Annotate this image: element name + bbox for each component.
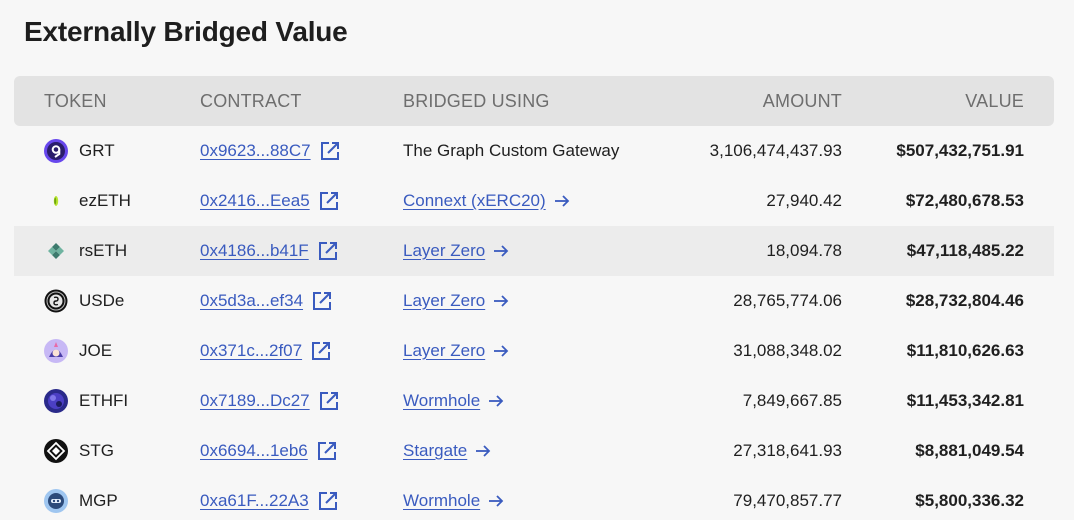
value-cell: $11,453,342.81 <box>906 391 1024 410</box>
arrow-right-icon <box>493 244 509 258</box>
column-value: VALUE <box>965 90 1024 111</box>
ezeth-icon <box>44 189 68 213</box>
bridge-name: The Graph Custom Gateway <box>403 141 620 160</box>
external-link-icon[interactable] <box>319 140 341 162</box>
amount-cell: 79,470,857.77 <box>733 491 842 510</box>
arrow-right-icon <box>554 194 570 208</box>
grt-icon <box>44 139 68 163</box>
token-symbol: rsETH <box>79 241 128 260</box>
amount-cell: 3,106,474,437.93 <box>709 141 842 160</box>
column-bridged-using: BRIDGED USING <box>403 90 550 111</box>
bridged-value-table: TOKEN CONTRACT BRIDGED USING AMOUNT VALU… <box>14 76 1054 520</box>
contract-link[interactable]: 0x4186...b41F <box>200 241 309 260</box>
column-amount: AMOUNT <box>762 90 842 111</box>
bridge-link[interactable]: Layer Zero <box>403 341 486 360</box>
usde-icon <box>44 289 68 313</box>
arrow-right-icon <box>493 344 509 358</box>
arrow-right-icon <box>475 444 491 458</box>
amount-cell: 27,940.42 <box>766 191 842 210</box>
amount-cell: 31,088,348.02 <box>733 341 842 360</box>
bridge-link[interactable]: Wormhole <box>403 491 481 510</box>
amount-cell: 27,318,641.93 <box>733 441 842 460</box>
ethfi-icon <box>44 389 68 413</box>
table-header: TOKEN CONTRACT BRIDGED USING AMOUNT VALU… <box>14 76 1054 126</box>
table-row: rsETH 0x4186...b41F Layer Zero 18,094.78… <box>14 226 1054 276</box>
arrow-right-icon <box>488 494 504 508</box>
table-row: ETHFI 0x7189...Dc27 Wormhole 7,849,667.8… <box>14 376 1054 426</box>
table-row: GRT 0x9623...88C7 The Graph Custom Gatew… <box>14 126 1054 176</box>
bridge-link[interactable]: Layer Zero <box>403 241 486 260</box>
token-symbol: ezETH <box>79 191 131 210</box>
arrow-right-icon <box>493 294 509 308</box>
contract-link[interactable]: 0x2416...Eea5 <box>200 191 310 210</box>
value-cell: $47,118,485.22 <box>906 241 1024 260</box>
column-contract: CONTRACT <box>200 90 302 111</box>
contract-link[interactable]: 0x5d3a...ef34 <box>200 291 304 310</box>
token-symbol: GRT <box>79 141 115 160</box>
contract-link[interactable]: 0xa61F...22A3 <box>200 491 309 510</box>
token-symbol: MGP <box>79 491 118 510</box>
external-link-icon[interactable] <box>311 290 333 312</box>
column-token: TOKEN <box>44 90 107 111</box>
external-link-icon[interactable] <box>317 490 339 512</box>
token-symbol: STG <box>79 441 114 460</box>
joe-icon <box>44 339 68 363</box>
bridge-link[interactable]: Connext (xERC20) <box>403 191 546 210</box>
external-link-icon[interactable] <box>318 390 340 412</box>
bridge-link[interactable]: Wormhole <box>403 391 481 410</box>
arrow-right-icon <box>488 394 504 408</box>
value-cell: $72,480,678.53 <box>905 191 1024 210</box>
table-row: ezETH 0x2416...Eea5 Connext (xERC20) 27,… <box>14 176 1054 226</box>
value-cell: $5,800,336.32 <box>915 491 1024 510</box>
token-symbol: USDe <box>79 291 125 310</box>
value-cell: $507,432,751.91 <box>896 141 1024 160</box>
contract-link[interactable]: 0x9623...88C7 <box>200 141 311 160</box>
table-row: USDe 0x5d3a...ef34 Layer Zero 28,765,774… <box>14 276 1054 326</box>
page-title: Externally Bridged Value <box>24 16 348 47</box>
amount-cell: 28,765,774.06 <box>733 291 842 310</box>
external-link-icon[interactable] <box>316 440 338 462</box>
contract-link[interactable]: 0x7189...Dc27 <box>200 391 310 410</box>
amount-cell: 18,094.78 <box>766 241 842 260</box>
value-cell: $11,810,626.63 <box>906 341 1024 360</box>
rseth-icon <box>44 239 68 263</box>
value-cell: $8,881,049.54 <box>915 441 1024 460</box>
amount-cell: 7,849,667.85 <box>742 391 842 410</box>
stg-icon <box>44 439 68 463</box>
token-symbol: ETHFI <box>79 391 129 410</box>
table-row: STG 0x6694...1eb6 Stargate 27,318,641.93… <box>14 426 1054 476</box>
table-row: JOE 0x371c...2f07 Layer Zero 31,088,348.… <box>14 326 1054 376</box>
external-link-icon[interactable] <box>310 340 332 362</box>
value-cell: $28,732,804.46 <box>905 291 1024 310</box>
external-link-icon[interactable] <box>318 190 340 212</box>
token-symbol: JOE <box>79 341 113 360</box>
contract-link[interactable]: 0x371c...2f07 <box>200 341 303 360</box>
bridge-link[interactable]: Stargate <box>403 441 468 460</box>
external-link-icon[interactable] <box>317 240 339 262</box>
mgp-icon <box>44 489 68 513</box>
contract-link[interactable]: 0x6694...1eb6 <box>200 441 308 460</box>
bridge-link[interactable]: Layer Zero <box>403 291 486 310</box>
table-row: MGP 0xa61F...22A3 Wormhole 79,470,857.77… <box>14 476 1054 520</box>
